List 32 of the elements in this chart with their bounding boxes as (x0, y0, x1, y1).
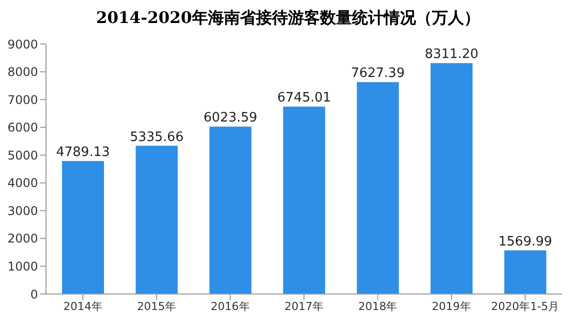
x-tick-label: 2014年 (63, 300, 102, 313)
x-tick-label: 2019年 (432, 300, 471, 313)
x-tick-label: 2017年 (284, 300, 324, 313)
y-tick-label: 1000 (7, 259, 38, 274)
bar (136, 146, 178, 294)
y-tick-label: 4000 (7, 176, 38, 190)
x-tick-label: 2020年1-5月 (491, 300, 560, 313)
data-label: 8311.20 (424, 47, 478, 62)
y-tick-label: 3000 (7, 204, 38, 218)
data-label: 6023.59 (204, 110, 258, 126)
y-tick-label: 9000 (7, 37, 38, 52)
y-tick-label: 2000 (7, 232, 38, 246)
bar (209, 126, 252, 294)
y-tick-label: 5000 (7, 148, 38, 162)
data-label: 7627.39 (350, 66, 405, 82)
bar (430, 63, 473, 294)
bar (356, 82, 399, 294)
x-tick-label: 2015年 (137, 300, 176, 313)
data-label: 6745.01 (277, 90, 332, 106)
y-tick-label: 6000 (7, 120, 38, 135)
data-label: 5335.66 (130, 130, 184, 145)
data-label: 1569.99 (498, 234, 552, 250)
x-tick-label: 2018年 (358, 300, 398, 313)
chart-title: 2014-2020年海南省接待游客数量统计情况（万人） (95, 8, 481, 29)
y-tick-label: 8000 (7, 65, 38, 80)
bar (504, 250, 546, 294)
data-label: 4789.13 (56, 144, 110, 160)
y-tick-label: 7000 (7, 92, 38, 107)
bar (62, 160, 104, 294)
y-tick-label: 0 (30, 287, 38, 302)
bar (283, 106, 326, 294)
x-tick-label: 2016年 (210, 300, 250, 313)
